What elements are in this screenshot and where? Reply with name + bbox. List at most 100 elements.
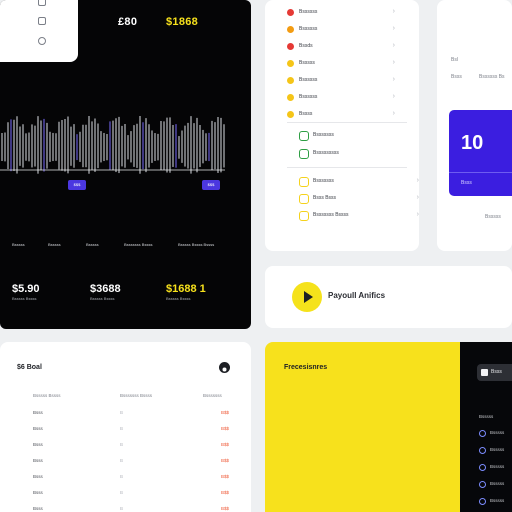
table-cell: Bsss bbox=[33, 458, 43, 463]
table-cell: B bbox=[120, 458, 124, 463]
table-cell: Bsss bbox=[33, 442, 43, 447]
menu-icon[interactable] bbox=[38, 0, 46, 6]
list-item[interactable]: Bsssssss bbox=[299, 131, 419, 141]
side-tab[interactable]: Bsss bbox=[477, 364, 512, 381]
status-dot-icon bbox=[287, 111, 294, 118]
metric-value: 10 bbox=[461, 132, 484, 154]
metric-tile[interactable]: 10 Bsss bbox=[449, 110, 512, 196]
side-item[interactable]: Bsssss bbox=[490, 447, 505, 452]
chevron-right-icon: › bbox=[416, 177, 419, 184]
list-item-label: Bssssss bbox=[299, 9, 318, 15]
list-item[interactable]: Bssssss › bbox=[287, 93, 407, 103]
more-icon[interactable] bbox=[219, 362, 230, 373]
table-cell: B bbox=[120, 490, 124, 495]
status-dot-icon bbox=[287, 43, 294, 50]
table-cell: B$$ bbox=[221, 442, 230, 447]
chevron-right-icon: › bbox=[392, 42, 395, 49]
side-panel: Bsss Bsssss Bsssss Bsssss Bsssss Bsssss … bbox=[460, 342, 512, 512]
payout-title: Payoull Anifics bbox=[328, 291, 386, 300]
table-cell: B$$ bbox=[221, 410, 230, 415]
list-item-label: Bsssssssss bbox=[313, 150, 339, 156]
divider bbox=[287, 122, 407, 123]
metric-card: Bsl Bsss Bssssss Bs 10 Bsss Bsssss bbox=[437, 0, 512, 251]
list-item-label: Bssssss bbox=[299, 77, 318, 83]
chevron-right-icon: › bbox=[392, 59, 395, 66]
big-stat-sub: Bsssss Bssss bbox=[90, 296, 115, 301]
chevron-right-icon: › bbox=[416, 211, 419, 218]
metric-foot: Bsssss bbox=[485, 214, 501, 220]
list-item-label: Bssss bbox=[299, 111, 313, 117]
list-item-label: Bsssssss bbox=[313, 132, 334, 138]
table-cell: Bsss bbox=[33, 410, 43, 415]
side-tab-label: Bsss bbox=[491, 369, 502, 375]
table-header[interactable]: Bsssssss Bssss bbox=[120, 393, 153, 398]
wave-tag[interactable]: $$$ bbox=[68, 180, 86, 190]
divider bbox=[287, 167, 407, 168]
list-item[interactable]: Bsssss › bbox=[287, 59, 407, 69]
box-icon bbox=[299, 177, 309, 187]
list-item[interactable]: Bsssssssss bbox=[299, 149, 419, 159]
table-card: $6 Boal Bsssss Bssss Bsssssss Bssss Bsss… bbox=[0, 342, 251, 512]
check-icon bbox=[299, 149, 309, 159]
dashboard-panel: £80 $1868 $$$ $$$ Bsssss Bsssss Bsssss B… bbox=[0, 0, 251, 329]
circle-icon bbox=[479, 481, 486, 488]
list-item[interactable]: Bssssss › bbox=[287, 8, 407, 18]
big-stat: $5.90 bbox=[12, 283, 40, 295]
category-list-card: Bssssss › Bssssss › Bssds › Bsssss › Bss… bbox=[265, 0, 419, 251]
folder-icon bbox=[481, 369, 488, 376]
axis-label: Bsssss bbox=[48, 242, 61, 247]
table-header[interactable]: Bsssss Bssss bbox=[33, 393, 61, 398]
axis-label: Bsssssss Bssss bbox=[124, 242, 153, 247]
list-item[interactable]: Bssds › bbox=[287, 42, 407, 52]
side-item[interactable]: Bsssss bbox=[490, 481, 505, 486]
chevron-right-icon: › bbox=[416, 194, 419, 201]
metric-caption: Bsss bbox=[451, 74, 462, 80]
circle-icon bbox=[479, 498, 486, 505]
chevron-right-icon: › bbox=[392, 8, 395, 15]
axis-label: Bsssss bbox=[12, 242, 25, 247]
box-icon bbox=[299, 211, 309, 221]
big-stat: $3688 bbox=[90, 283, 121, 295]
side-item[interactable]: Bsssss bbox=[490, 464, 505, 469]
play-button[interactable] bbox=[292, 282, 322, 312]
table-header[interactable]: Bsssssss bbox=[203, 393, 222, 398]
table-cell: B bbox=[120, 410, 124, 415]
table-cell: B$$ bbox=[221, 474, 230, 479]
metric-foot: Bsss bbox=[461, 180, 472, 186]
stat-b: $1868 bbox=[166, 16, 199, 28]
table-cell: Bsss bbox=[33, 490, 43, 495]
list-item[interactable]: Bsssssss Bssss › bbox=[299, 211, 419, 221]
list-item[interactable]: Bssssss › bbox=[287, 25, 407, 35]
list-item[interactable]: Bssssss › bbox=[287, 76, 407, 86]
menu-icon[interactable] bbox=[38, 17, 46, 25]
list-item[interactable]: Bssss › bbox=[287, 110, 407, 120]
chevron-right-icon: › bbox=[392, 93, 395, 100]
chevron-right-icon: › bbox=[392, 76, 395, 83]
metric-label: Bsl bbox=[451, 57, 458, 63]
list-item[interactable]: Bsssssss › bbox=[299, 177, 419, 187]
payout-card: Payoull Anifics bbox=[265, 266, 512, 328]
side-item[interactable]: Bsssss bbox=[490, 498, 505, 503]
list-item-label: Bssssss bbox=[299, 94, 318, 100]
chevron-right-icon: › bbox=[392, 25, 395, 32]
check-icon bbox=[299, 131, 309, 141]
play-icon bbox=[304, 291, 313, 303]
circle-icon bbox=[479, 447, 486, 454]
table-cell: B bbox=[120, 474, 124, 479]
menu-icon[interactable] bbox=[38, 37, 46, 45]
table-cell: B$$ bbox=[221, 458, 230, 463]
list-item[interactable]: Bsss Bsss › bbox=[299, 194, 419, 204]
table-cell: B$$ bbox=[221, 490, 230, 495]
axis-label: Bsssss bbox=[86, 242, 99, 247]
side-item[interactable]: Bsssss bbox=[490, 430, 505, 435]
list-item-label: Bsss Bsss bbox=[313, 195, 337, 201]
axis-label: Bsssss Bssss Bssss bbox=[178, 242, 215, 247]
status-dot-icon bbox=[287, 9, 294, 16]
status-dot-icon bbox=[287, 26, 294, 33]
side-item[interactable]: Bsssss bbox=[479, 414, 494, 419]
list-item-label: Bsssssss Bssss bbox=[313, 212, 349, 218]
wave-tag[interactable]: $$$ bbox=[202, 180, 220, 190]
circle-icon bbox=[479, 464, 486, 471]
status-dot-icon bbox=[287, 60, 294, 67]
circle-icon bbox=[479, 430, 486, 437]
